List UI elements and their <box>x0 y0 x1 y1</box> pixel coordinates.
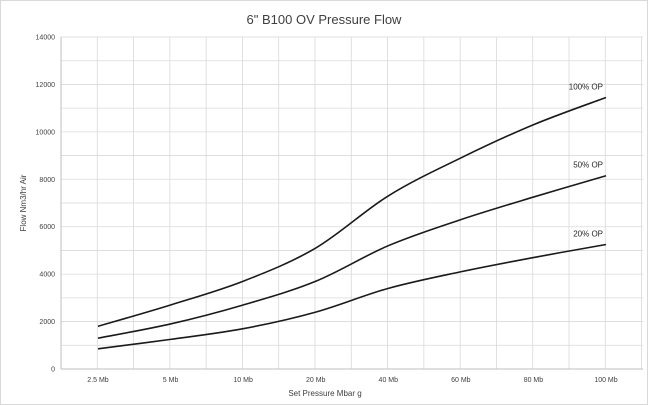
y-tick-label: 8000 <box>39 177 55 184</box>
x-tick-label: 60 Mb <box>451 377 471 384</box>
x-tick-label: 40 Mb <box>379 377 399 384</box>
y-tick-label: 6000 <box>39 224 55 231</box>
series-label: 50% OP <box>573 161 603 170</box>
axes <box>60 37 643 370</box>
series-label: 20% OP <box>573 230 603 239</box>
series-line-2 <box>97 174 607 339</box>
chart-title: 6" B100 OV Pressure Flow <box>247 12 403 27</box>
series-line-3 <box>97 243 607 350</box>
series-line-1 <box>97 96 607 328</box>
y-tick-label: 2000 <box>39 319 55 326</box>
grid <box>60 36 643 369</box>
series-lines <box>97 96 607 350</box>
x-tick-label: 20 Mb <box>306 377 326 384</box>
y-tick-label: 12000 <box>36 82 56 89</box>
labels: 0 2000 4000 6000 8000 10000 12000 14000 2.5 Mb 5 … <box>36 35 618 385</box>
y-tick-label: 0 <box>51 367 55 374</box>
x-tick-label: 5 Mb <box>163 377 179 384</box>
y-tick-label: 14000 <box>36 35 56 42</box>
x-tick-label: 2.5 Mb <box>87 377 109 384</box>
y-tick-label: 10000 <box>36 129 56 136</box>
x-tick-label: 100 Mb <box>594 377 617 384</box>
x-axis-title: Set Pressure Mbar g <box>288 389 361 398</box>
series-label: 100% OP <box>569 82 603 91</box>
y-axis-title: Flow Nm3/hr Air <box>19 174 28 231</box>
y-tick-label: 4000 <box>39 272 55 279</box>
x-tick-label: 10 Mb <box>233 377 253 384</box>
x-tick-label: 80 Mb <box>524 377 544 384</box>
